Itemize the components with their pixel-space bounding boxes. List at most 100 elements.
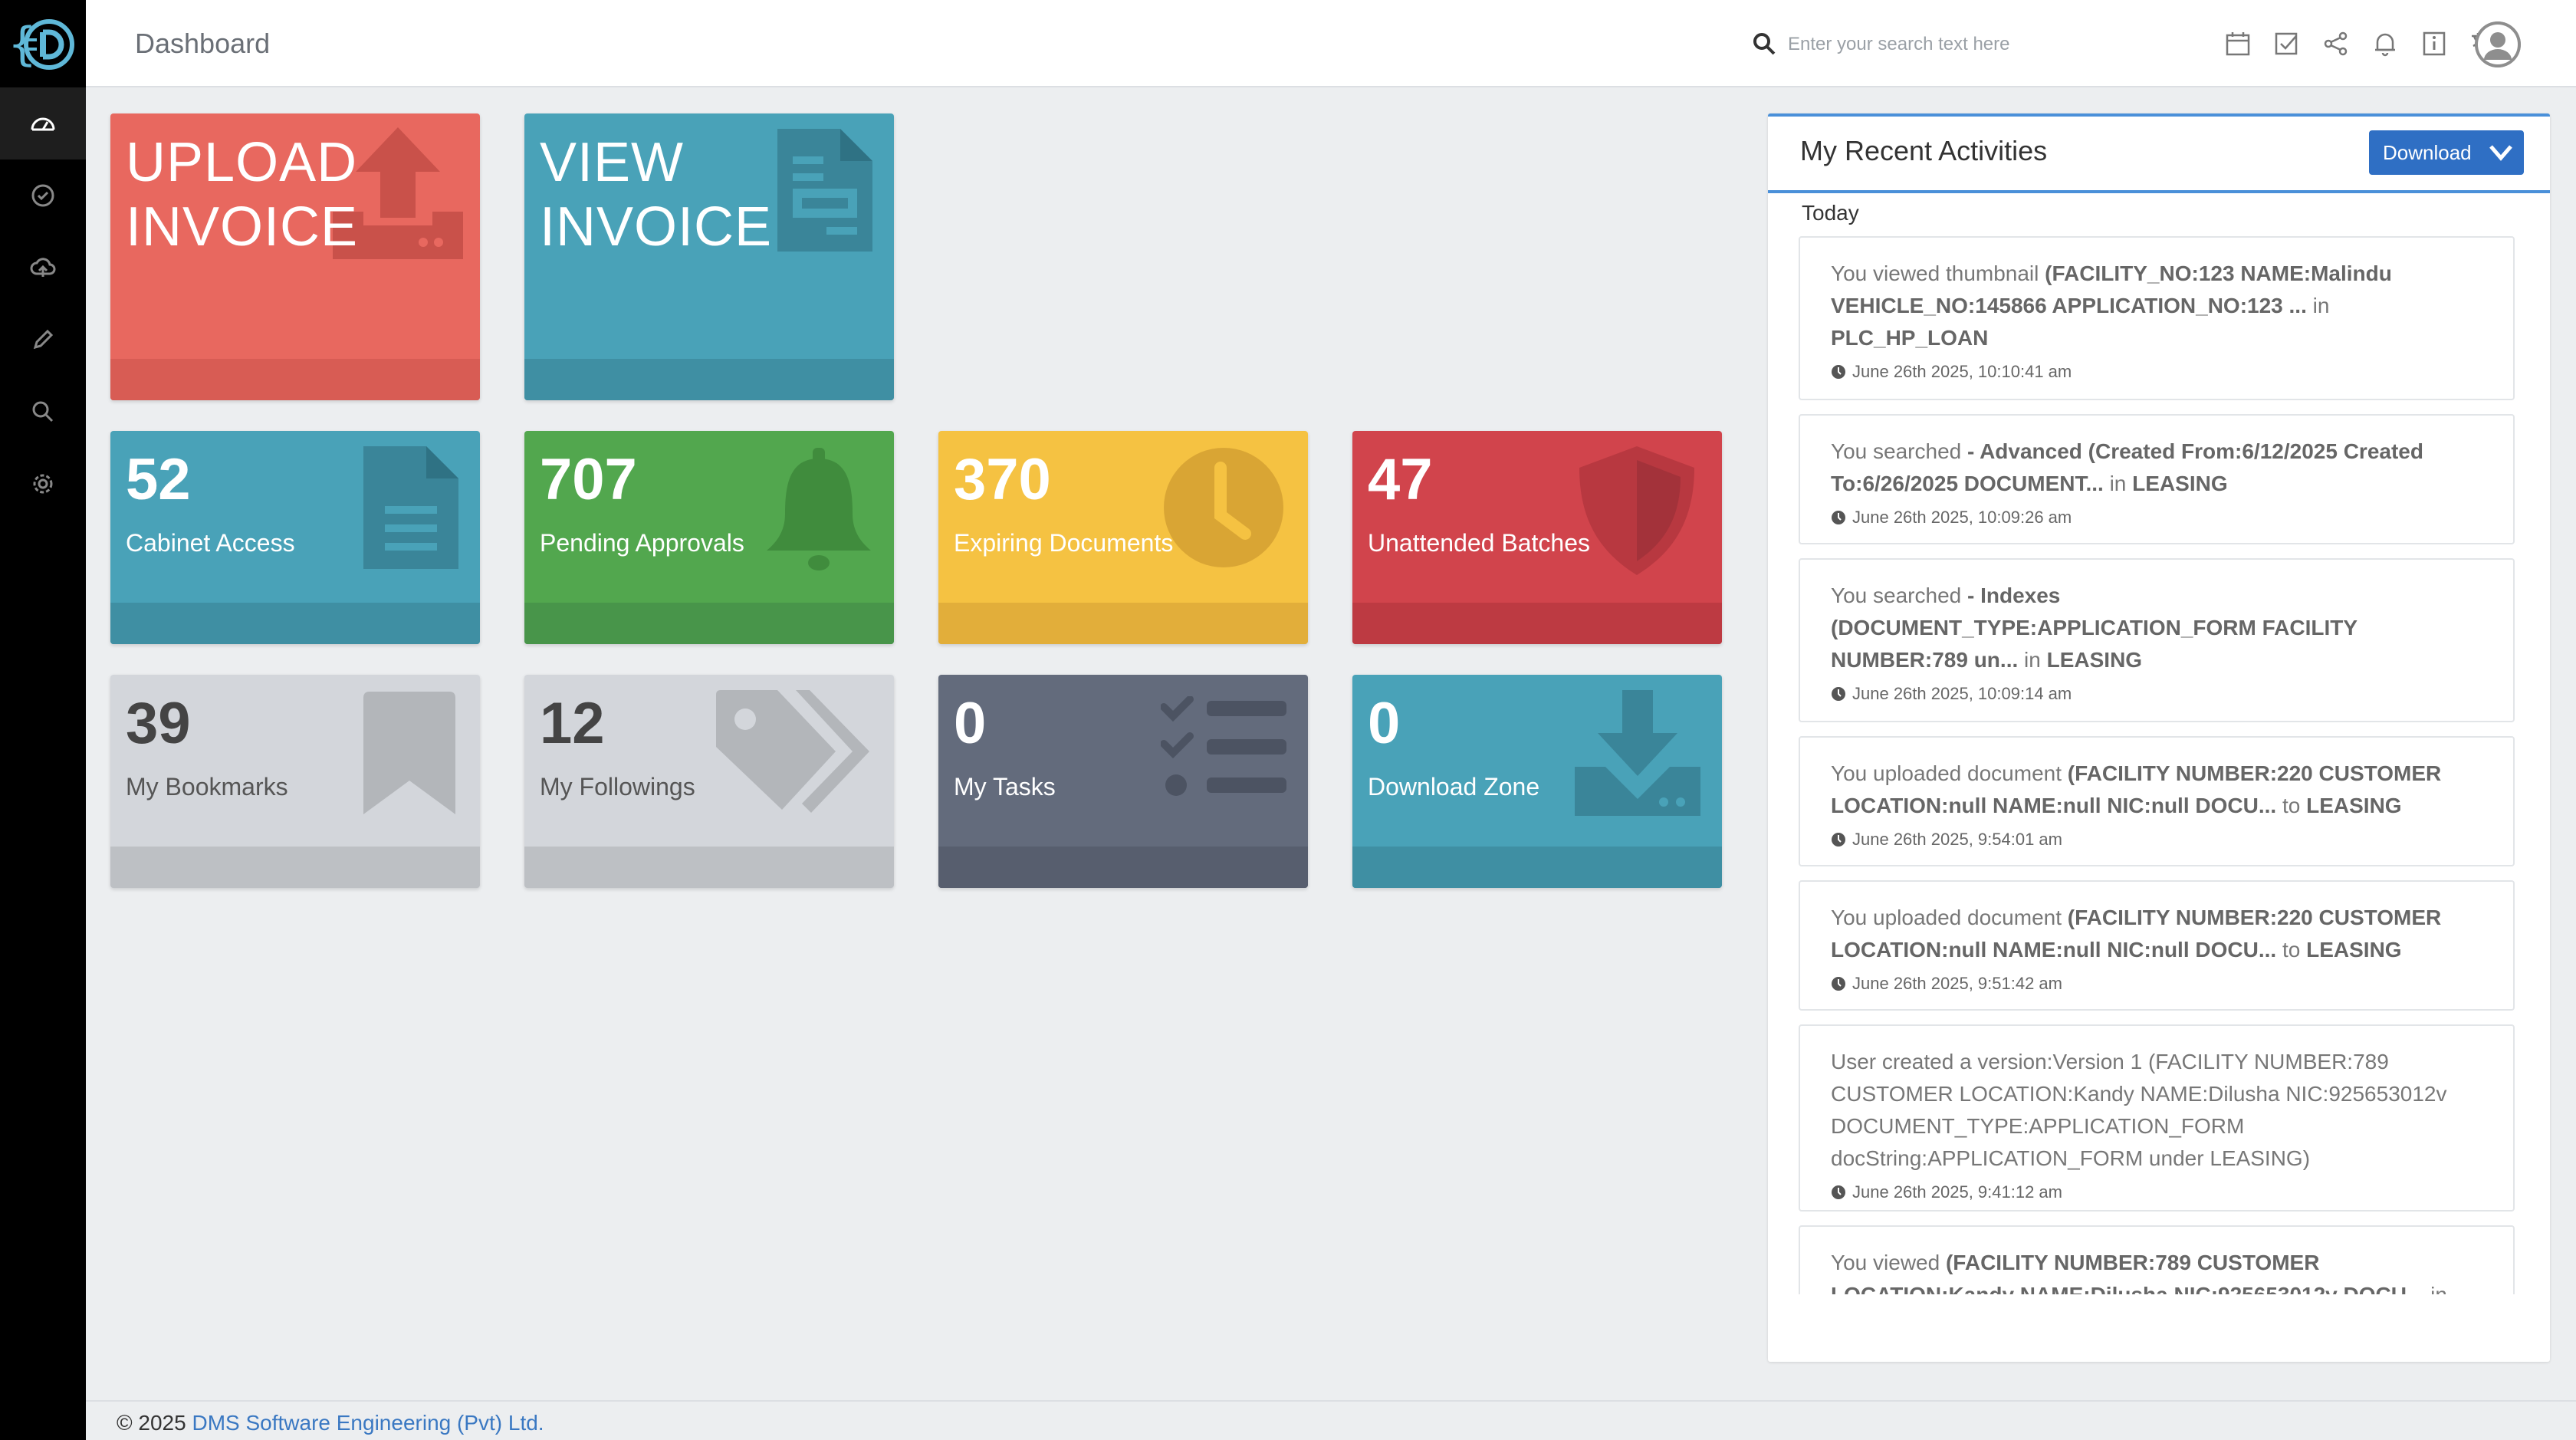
tile-count: 370 (954, 447, 1051, 512)
activity-message: You searched - Advanced (Created From:6/… (1831, 436, 2482, 500)
copyright: © 2025 DMS Software Engineering (Pvt) Lt… (117, 1411, 544, 1435)
activity-message-bold: (FACILITY NUMBER:220 CUSTOMER LOCATION:n… (1831, 761, 2442, 817)
company-link[interactable]: DMS Software Engineering (Pvt) Ltd. (192, 1411, 544, 1435)
tile-count: 12 (540, 691, 605, 756)
clock-icon (1832, 977, 1845, 991)
bell-icon (767, 448, 871, 570)
tile-footer (938, 847, 1308, 888)
share-icon[interactable] (2321, 29, 2351, 58)
tile-unattended-batches[interactable]: 47 Unattended Batches (1352, 431, 1722, 644)
tile-expiring-documents[interactable]: 370 Expiring Documents (938, 431, 1308, 644)
tile-label: Download Zone (1368, 773, 1540, 801)
page-footer: © 2025 DMS Software Engineering (Pvt) Lt… (86, 1400, 2576, 1440)
activity-timestamp: June 26th 2025, 10:10:41 am (1852, 362, 2072, 381)
activity-message-text: You searched (1831, 439, 1967, 463)
tile-pending-approvals[interactable]: 707 Pending Approvals (524, 431, 894, 644)
tile-cabinet-access[interactable]: 52 Cabinet Access (110, 431, 480, 644)
tile-my-tasks[interactable]: 0 My Tasks (938, 675, 1308, 888)
activity-message-text: You searched (1831, 584, 1967, 607)
activity-item[interactable]: You searched - Indexes (DOCUMENT_TYPE:AP… (1799, 558, 2515, 722)
activity-timestamp: June 26th 2025, 9:51:42 am (1852, 974, 2062, 993)
shield-icon (1579, 446, 1694, 575)
clock-icon (1832, 687, 1845, 701)
activity-item[interactable]: You viewed (FACILITY NUMBER:789 CUSTOMER… (1799, 1225, 2515, 1294)
bell-icon[interactable] (2371, 29, 2400, 58)
sidebar-item-dashboard[interactable] (0, 87, 86, 159)
sidebar-item-upload[interactable] (0, 232, 86, 304)
activity-item[interactable]: You searched - Advanced (Created From:6/… (1799, 414, 2515, 544)
activity-message-bold: LEASING (2132, 472, 2228, 495)
copyright-text: © 2025 (117, 1411, 192, 1435)
activity-message-text: to (2276, 794, 2307, 817)
activity-message: You searched - Indexes (DOCUMENT_TYPE:AP… (1831, 580, 2482, 676)
tile-count: 0 (1368, 691, 1401, 756)
activity-item[interactable]: User created a version:Version 1 (FACILI… (1799, 1024, 2515, 1212)
info-icon[interactable] (2420, 29, 2449, 58)
tile-view-invoice-line1: VIEW (540, 132, 685, 193)
tile-download-zone[interactable]: 0 Download Zone (1352, 675, 1722, 888)
user-avatar[interactable] (2475, 21, 2521, 67)
page-title: Dashboard (135, 28, 271, 59)
activity-message-bold: (FACILITY_NO:123 NAME:Malindu VEHICLE_NO… (1831, 261, 2392, 317)
panel-divider (1768, 190, 2550, 193)
task-list-icon (1161, 696, 1286, 796)
clock-icon (1832, 511, 1845, 524)
search-input[interactable] (1788, 26, 2110, 63)
tile-my-bookmarks[interactable]: 39 My Bookmarks (110, 675, 480, 888)
download-button[interactable]: Download (2369, 130, 2524, 175)
tile-footer (110, 603, 480, 644)
sidebar-item-settings[interactable] (0, 448, 86, 520)
activity-message-text: to (2276, 938, 2307, 962)
activity-time: June 26th 2025, 9:51:42 am (1831, 974, 2482, 994)
search-icon (32, 401, 54, 422)
tile-footer (110, 847, 480, 888)
upload-tray-icon (333, 127, 463, 259)
activity-list[interactable]: You viewed thumbnail (FACILITY_NO:123 NA… (1799, 236, 2515, 1294)
bookmark-icon (363, 692, 455, 814)
tile-count: 39 (126, 691, 191, 756)
activity-time: June 26th 2025, 10:10:41 am (1831, 362, 2482, 382)
tile-footer (938, 603, 1308, 644)
clock-icon (1832, 1185, 1845, 1199)
download-tray-icon (1575, 690, 1700, 816)
activity-message: You uploaded document (FACILITY NUMBER:2… (1831, 758, 2482, 822)
sidebar-item-approvals[interactable] (0, 159, 86, 232)
sidebar-item-search[interactable] (0, 376, 86, 448)
checkbox-icon[interactable] (2272, 29, 2302, 58)
chevron-down-icon (2489, 145, 2512, 161)
activity-item[interactable]: You viewed thumbnail (FACILITY_NO:123 NA… (1799, 236, 2515, 400)
panel-title: My Recent Activities (1800, 135, 2048, 166)
activity-day-heading: Today (1802, 201, 1859, 225)
check-circle-icon (31, 184, 54, 207)
tile-upload-invoice[interactable]: UPLOAD INVOICE (110, 113, 480, 400)
tile-upload-invoice-line2: INVOICE (126, 196, 359, 258)
activity-time: June 26th 2025, 9:41:12 am (1831, 1182, 2482, 1202)
activity-item[interactable]: You uploaded document (FACILITY NUMBER:2… (1799, 736, 2515, 866)
activity-message-text: in (2306, 294, 2330, 317)
invoice-document-icon (777, 129, 872, 252)
tile-label: Expiring Documents (954, 529, 1174, 557)
cloud-upload-icon (30, 258, 56, 277)
activity-message-text: You viewed thumbnail (1831, 261, 2045, 285)
activity-timestamp: June 26th 2025, 10:09:14 am (1852, 684, 2072, 703)
clock-icon (1832, 833, 1845, 847)
search-icon[interactable] (1751, 31, 1777, 57)
recent-activities-panel: My Recent Activities Download Today You … (1768, 113, 2550, 1362)
activity-message-bold: LEASING (2306, 794, 2402, 817)
calendar-icon[interactable] (2223, 29, 2252, 58)
tile-label: My Tasks (954, 773, 1056, 801)
tile-my-followings[interactable]: 12 My Followings (524, 675, 894, 888)
app-logo[interactable]: { (8, 15, 78, 74)
tile-footer (1352, 847, 1722, 888)
activity-item[interactable]: You uploaded document (FACILITY NUMBER:2… (1799, 880, 2515, 1011)
activity-message-text: in (2424, 1283, 2447, 1294)
activity-message-bold: - Advanced (Created From:6/12/2025 Creat… (1831, 439, 2423, 495)
tile-count: 52 (126, 447, 191, 512)
activity-message-bold: LEASING (2046, 648, 2143, 672)
tile-footer (524, 603, 894, 644)
tile-count: 707 (540, 447, 637, 512)
tile-view-invoice[interactable]: VIEW INVOICE (524, 113, 894, 400)
tile-count: 47 (1368, 447, 1433, 512)
activity-message: You viewed thumbnail (FACILITY_NO:123 NA… (1831, 258, 2482, 354)
sidebar-item-edit[interactable] (0, 304, 86, 376)
